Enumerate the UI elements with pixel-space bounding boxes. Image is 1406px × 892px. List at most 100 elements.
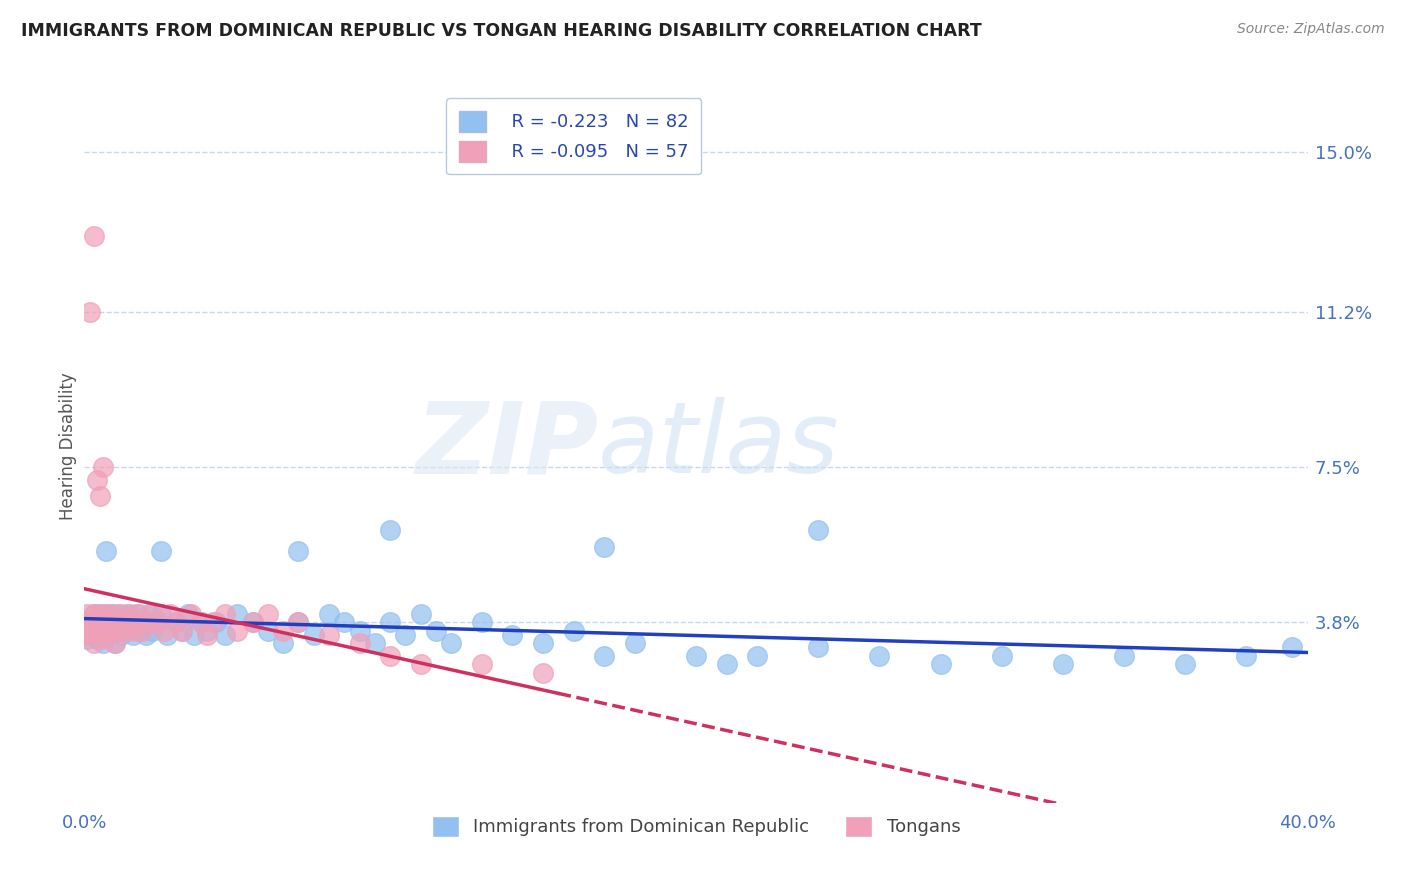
Point bbox=[716, 657, 738, 672]
Point bbox=[83, 636, 105, 650]
Point bbox=[226, 624, 249, 638]
Point bbox=[101, 607, 124, 621]
Y-axis label: Hearing Disability: Hearing Disability bbox=[59, 372, 77, 520]
Point bbox=[1174, 657, 1197, 672]
Point bbox=[107, 607, 129, 621]
Point bbox=[143, 615, 166, 630]
Point bbox=[91, 615, 114, 630]
Point bbox=[409, 657, 432, 672]
Point bbox=[86, 624, 108, 638]
Text: ZIP: ZIP bbox=[415, 398, 598, 494]
Point bbox=[122, 624, 145, 638]
Point bbox=[76, 607, 98, 621]
Point bbox=[131, 624, 153, 638]
Point bbox=[471, 657, 494, 672]
Point bbox=[128, 607, 150, 621]
Point bbox=[86, 615, 108, 630]
Point bbox=[685, 648, 707, 663]
Point bbox=[112, 624, 135, 638]
Point bbox=[135, 628, 157, 642]
Point bbox=[593, 540, 616, 554]
Point bbox=[91, 460, 114, 475]
Point bbox=[394, 628, 416, 642]
Point bbox=[115, 607, 138, 621]
Point bbox=[242, 615, 264, 630]
Point bbox=[122, 628, 145, 642]
Point bbox=[624, 636, 647, 650]
Point bbox=[79, 624, 101, 638]
Point bbox=[91, 615, 114, 630]
Point bbox=[104, 624, 127, 638]
Legend: Immigrants from Dominican Republic, Tongans: Immigrants from Dominican Republic, Tong… bbox=[425, 808, 967, 844]
Point bbox=[807, 523, 830, 537]
Point bbox=[807, 640, 830, 655]
Point bbox=[79, 304, 101, 318]
Point bbox=[380, 648, 402, 663]
Point bbox=[86, 473, 108, 487]
Point bbox=[79, 615, 101, 630]
Point bbox=[104, 636, 127, 650]
Point bbox=[165, 615, 187, 630]
Point bbox=[115, 615, 138, 630]
Point bbox=[138, 607, 160, 621]
Point bbox=[83, 607, 105, 621]
Point bbox=[440, 636, 463, 650]
Point bbox=[120, 607, 142, 621]
Point bbox=[83, 624, 105, 638]
Point bbox=[205, 615, 228, 630]
Point bbox=[83, 229, 105, 244]
Point bbox=[562, 624, 585, 638]
Point bbox=[107, 615, 129, 630]
Point bbox=[135, 615, 157, 630]
Point bbox=[1236, 648, 1258, 663]
Point bbox=[89, 624, 111, 638]
Point bbox=[110, 607, 132, 621]
Point bbox=[593, 648, 616, 663]
Point bbox=[89, 489, 111, 503]
Point bbox=[86, 615, 108, 630]
Point bbox=[172, 624, 194, 638]
Point bbox=[104, 636, 127, 650]
Point bbox=[125, 607, 148, 621]
Text: IMMIGRANTS FROM DOMINICAN REPUBLIC VS TONGAN HEARING DISABILITY CORRELATION CHAR: IMMIGRANTS FROM DOMINICAN REPUBLIC VS TO… bbox=[21, 22, 981, 40]
Point bbox=[76, 632, 98, 646]
Point bbox=[104, 624, 127, 638]
Point bbox=[131, 615, 153, 630]
Point bbox=[83, 624, 105, 638]
Point bbox=[302, 628, 325, 642]
Point bbox=[89, 624, 111, 638]
Point bbox=[183, 628, 205, 642]
Point bbox=[97, 615, 120, 630]
Point bbox=[89, 607, 111, 621]
Point bbox=[349, 624, 371, 638]
Point bbox=[214, 607, 236, 621]
Point bbox=[120, 615, 142, 630]
Point bbox=[190, 615, 212, 630]
Point bbox=[531, 665, 554, 680]
Point bbox=[83, 607, 105, 621]
Point bbox=[271, 624, 294, 638]
Point bbox=[195, 624, 218, 638]
Point bbox=[1281, 640, 1303, 655]
Point bbox=[333, 615, 356, 630]
Point bbox=[226, 607, 249, 621]
Point bbox=[141, 624, 163, 638]
Point bbox=[257, 607, 280, 621]
Point bbox=[287, 615, 309, 630]
Point bbox=[1052, 657, 1074, 672]
Point bbox=[149, 544, 172, 558]
Point bbox=[94, 607, 117, 621]
Point bbox=[318, 628, 340, 642]
Point bbox=[195, 628, 218, 642]
Point bbox=[242, 615, 264, 630]
Point bbox=[110, 628, 132, 642]
Point bbox=[165, 615, 187, 630]
Point bbox=[201, 615, 224, 630]
Point bbox=[929, 657, 952, 672]
Point bbox=[271, 636, 294, 650]
Text: atlas: atlas bbox=[598, 398, 839, 494]
Point bbox=[94, 624, 117, 638]
Point bbox=[91, 636, 114, 650]
Point bbox=[86, 632, 108, 646]
Point bbox=[156, 628, 179, 642]
